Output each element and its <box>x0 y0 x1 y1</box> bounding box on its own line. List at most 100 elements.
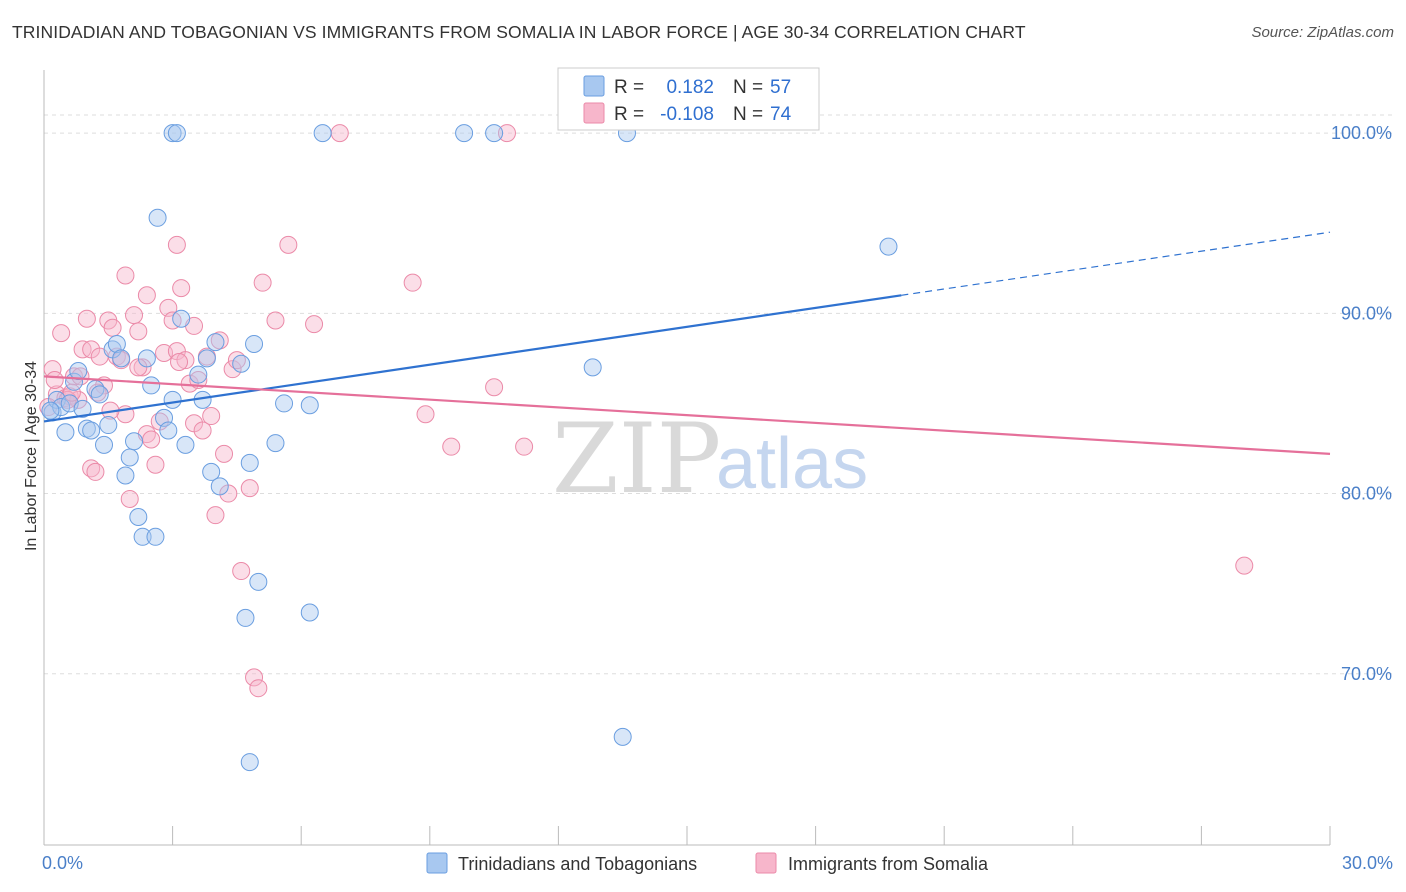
trinidadian-point <box>95 435 114 454</box>
somalia-point <box>253 273 272 292</box>
somalia-point <box>120 489 139 508</box>
trinidadian-point <box>167 124 186 143</box>
tick-labels: 70.0% 80.0% 90.0% 100.0% 0.0% 30.0% <box>42 123 1393 873</box>
trinidadian-point <box>197 349 216 368</box>
legend-somalia-label: Immigrants from Somalia <box>788 854 989 874</box>
trinidadian-point <box>613 727 632 746</box>
legend-blue-r-label: R = <box>614 77 644 98</box>
legend-stats: R = 0.182 N = 57 R = -0.108 N = 74 <box>557 67 820 131</box>
legend-blue-swatch <box>583 75 605 97</box>
somalia-point <box>45 371 64 389</box>
trinidadian-point <box>275 394 294 413</box>
somalia-point <box>497 124 516 143</box>
y-tick-label: 90.0% <box>1341 303 1392 323</box>
trinidadian-point <box>41 401 60 420</box>
legend-blue-n-value: 57 <box>770 77 791 98</box>
somalia-point <box>232 562 251 581</box>
trinidadian-point <box>146 527 165 546</box>
trinidadian-point <box>249 572 268 591</box>
somalia-point <box>403 273 422 292</box>
somalia-point <box>125 306 144 325</box>
trinidadian-point <box>232 354 251 373</box>
somalia-trend-line <box>43 375 1331 455</box>
trinidadian-point <box>485 124 504 143</box>
y-tick-label: 70.0% <box>1341 664 1392 684</box>
legend-blue-n-label: N = <box>733 77 763 98</box>
trinidadian-point <box>120 448 139 467</box>
trinidadian-point <box>583 358 602 377</box>
trinidadian-point <box>129 507 148 526</box>
trinidadian-trend-extension <box>901 231 1331 296</box>
somalia-point <box>172 279 191 298</box>
axes <box>43 70 1331 846</box>
trinidadian-point <box>82 421 101 440</box>
somalia-point <box>245 668 264 687</box>
legend-pink-r-value: -0.108 <box>660 104 714 125</box>
somalia-point <box>142 430 161 449</box>
grid-lines <box>44 114 1394 675</box>
trinidadian-point <box>210 477 229 496</box>
somalia-point <box>167 235 186 254</box>
trinidadian-point <box>240 753 259 772</box>
somalia-point <box>193 421 212 440</box>
legend-somalia-swatch <box>755 852 777 874</box>
somalia-point <box>77 309 96 328</box>
x-tick-label-start: 0.0% <box>42 853 83 873</box>
trinidadian-point <box>125 432 144 451</box>
somalia-point <box>206 506 225 525</box>
trinidadian-point <box>202 462 221 481</box>
y-tick-label: 80.0% <box>1341 484 1392 504</box>
trinidadian-point <box>879 237 898 256</box>
trinidadian-point <box>313 124 332 143</box>
trinidadian-point <box>189 365 208 384</box>
trinidadian-point <box>455 124 474 143</box>
trinidadian-point <box>176 435 195 454</box>
watermark-atlas: atlas <box>716 424 868 504</box>
trinidadian-point <box>163 390 182 409</box>
somalia-point <box>133 358 152 377</box>
trinidadian-point <box>73 399 92 418</box>
trinidadian-point <box>266 434 285 453</box>
somalia-point <box>416 405 435 424</box>
series-somalia-points <box>39 124 1254 698</box>
somalia-point <box>485 378 504 397</box>
trinidadian-point <box>172 309 191 328</box>
somalia-point <box>279 235 298 254</box>
series-trinidadian-points <box>41 124 898 772</box>
somalia-point <box>1235 556 1254 575</box>
trinidadian-point <box>99 416 118 435</box>
somalia-point <box>103 318 122 337</box>
somalia-point <box>223 360 242 379</box>
somalia-point <box>266 311 285 330</box>
trinidadian-point <box>163 124 182 143</box>
somalia-point <box>129 322 148 341</box>
somalia-point <box>62 383 81 402</box>
somalia-point <box>305 315 324 334</box>
trend-lines <box>43 231 1331 455</box>
somalia-point <box>249 679 268 698</box>
trinidadian-point <box>69 361 88 380</box>
somalia-point <box>202 407 221 426</box>
legend-trinidadian-label: Trinidadians and Tobagonians <box>458 854 697 874</box>
legend-series: Trinidadians and Tobagonians Immigrants … <box>426 852 989 874</box>
somalia-point <box>146 455 165 474</box>
y-tick-label: 100.0% <box>1331 123 1392 143</box>
somalia-point <box>240 479 259 498</box>
somalia-point <box>86 462 105 481</box>
legend-pink-n-label: N = <box>733 104 763 125</box>
trinidadian-point <box>142 376 161 395</box>
y-axis-label: In Labor Force | Age 30-34 <box>23 361 40 551</box>
trinidadian-point <box>133 527 152 546</box>
somalia-point <box>442 437 461 456</box>
legend-pink-swatch <box>583 102 605 124</box>
trinidadian-point <box>112 349 131 368</box>
somalia-point <box>170 352 189 371</box>
trinidadian-point <box>300 396 319 415</box>
legend-pink-r-label: R = <box>614 104 644 125</box>
somalia-point <box>515 437 534 456</box>
trinidadian-point <box>240 453 259 472</box>
trinidadian-point <box>56 423 75 442</box>
somalia-point <box>52 324 71 343</box>
legend-pink-n-value: 74 <box>770 104 792 125</box>
